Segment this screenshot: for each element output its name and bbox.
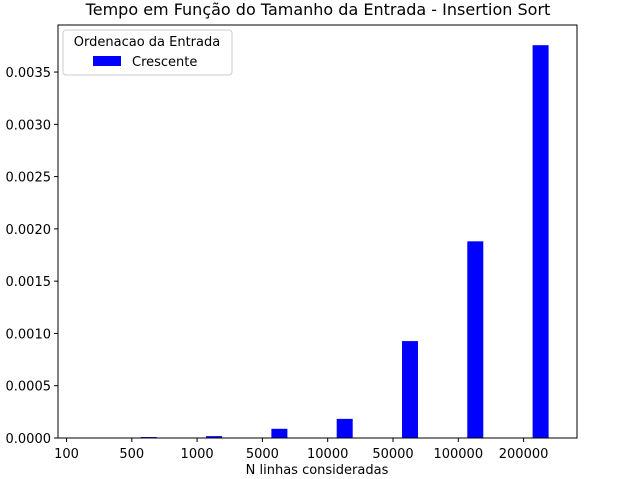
y-tick-label: 0.0030 — [6, 118, 52, 133]
x-axis-label: N linhas consideradas — [246, 463, 389, 478]
bar — [206, 436, 223, 438]
bar — [467, 241, 484, 438]
x-tick-label: 200000 — [499, 447, 549, 462]
y-tick-label: 0.0010 — [6, 327, 52, 342]
axes-frame — [57, 24, 578, 439]
legend: Ordenacao da Entrada Crescente — [62, 29, 233, 76]
x-tick-label: 500 — [119, 447, 144, 462]
y-tick-label: 0.0020 — [6, 223, 52, 238]
y-tick-label: 0.0035 — [6, 66, 52, 81]
y-tick-label: 0.0000 — [6, 432, 52, 447]
bar — [532, 45, 549, 438]
x-tick-label: 100000 — [433, 447, 483, 462]
plot-area: 0.0000 0.0005 0.0010 0.0015 0.0020 0.0025 0.00… — [6, 45, 549, 462]
y-tick-label: 0.0015 — [6, 275, 52, 290]
bar — [336, 418, 353, 438]
x-tick-label: 5000 — [246, 447, 279, 462]
bar — [271, 428, 288, 438]
y-tick-label: 0.0005 — [6, 380, 52, 395]
legend-swatch — [93, 56, 121, 66]
legend-label: Crescente — [132, 55, 197, 70]
chart-title: Tempo em Função do Tamanho da Entrada - … — [85, 0, 551, 19]
bar — [402, 341, 418, 438]
y-tick-label: 0.0025 — [6, 171, 52, 186]
x-tick-label: 50000 — [372, 447, 413, 462]
x-tick-label: 10000 — [307, 447, 348, 462]
x-tick-label: 100 — [54, 447, 79, 462]
legend-title: Ordenacao da Entrada — [74, 35, 220, 50]
x-tick-label: 1000 — [181, 447, 214, 462]
